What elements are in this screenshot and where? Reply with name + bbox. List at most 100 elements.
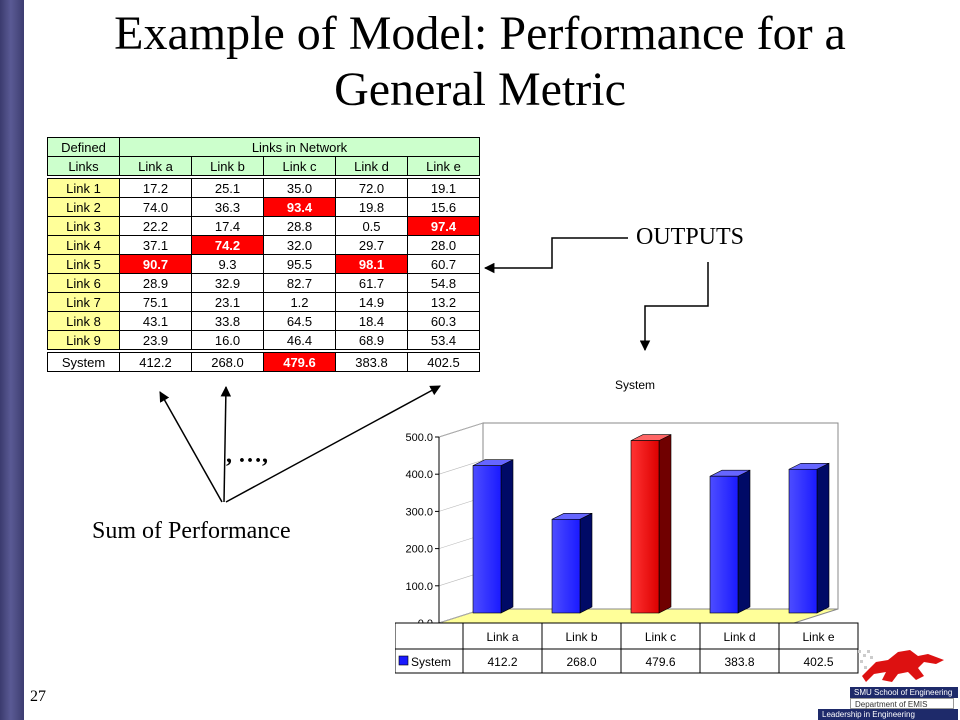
- y-tick-label: 100.0: [405, 581, 433, 593]
- column-header: Link d: [335, 156, 408, 176]
- bar-side: [500, 459, 514, 614]
- y-gridline: [438, 422, 484, 438]
- sum-arrow-right: [225, 385, 441, 503]
- header-links-in-network: Links in Network: [119, 137, 480, 157]
- table-cell: 9.3: [191, 254, 264, 274]
- table-cell: 35.0: [263, 178, 336, 198]
- data-label: 268.0: [566, 655, 596, 669]
- bar-side: [579, 512, 593, 614]
- table-cell: 32.9: [191, 273, 264, 293]
- table-cell: 1.2: [263, 292, 336, 312]
- sum-of-performance-label: Sum of Performance: [92, 518, 291, 544]
- table-cell: 53.4: [407, 330, 480, 350]
- row-label: Link 1: [47, 178, 120, 198]
- table-cell: 64.5: [263, 311, 336, 331]
- y-gridline: [438, 459, 484, 475]
- table-cell: 17.4: [191, 216, 264, 236]
- outputs-to-chart-arrow: [639, 262, 709, 352]
- performance-table: Defined Links in Network Links Link a Link b…: [47, 137, 480, 372]
- ellipsis-label: , …,: [226, 442, 268, 468]
- row-label: Link 7: [47, 292, 120, 312]
- row-label: Link 6: [47, 273, 120, 293]
- table-cell: 15.6: [407, 197, 480, 217]
- bar-link-d: [709, 475, 739, 614]
- bar-link-a: [472, 465, 502, 614]
- table-cell: 28.0: [407, 235, 480, 255]
- table-cell: 23.1: [191, 292, 264, 312]
- table-cell: 37.1: [119, 235, 192, 255]
- table-cell: 33.8: [191, 311, 264, 331]
- bar-link-b: [551, 519, 581, 614]
- table-cell: 22.2: [119, 216, 192, 236]
- chart-title: System: [615, 378, 655, 392]
- mustang-logo-icon: [858, 650, 944, 682]
- table-cell: 18.4: [335, 311, 408, 331]
- x-tick-label: Link b: [565, 630, 597, 644]
- table-cell: 74.0: [119, 197, 192, 217]
- chart-data-table: [395, 622, 859, 674]
- y-tick-label: 400.0: [405, 469, 433, 481]
- table-cell: 17.2: [119, 178, 192, 198]
- system-cell: 383.8: [335, 352, 408, 372]
- highlighted-cell: 74.2: [191, 235, 264, 255]
- bar-side: [816, 462, 830, 614]
- column-header: Link e: [407, 156, 480, 176]
- x-tick-label: Link c: [645, 630, 676, 644]
- logo-line-1: SMU School of Engineering: [850, 687, 958, 698]
- logo-line-2: Department of EMIS: [850, 698, 954, 709]
- column-header: Link a: [119, 156, 192, 176]
- table-cell: 13.2: [407, 292, 480, 312]
- table-cell: 60.3: [407, 311, 480, 331]
- table-cell: 14.9: [335, 292, 408, 312]
- table-cell: 36.3: [191, 197, 264, 217]
- bar-link-e: [788, 468, 818, 614]
- data-label: 402.5: [803, 655, 833, 669]
- table-row: Link 7 75.1 23.1 1.2 14.9 13.2: [47, 292, 480, 312]
- title-line-1: Example of Model: Performance for a: [114, 7, 846, 60]
- table-cell: 54.8: [407, 273, 480, 293]
- y-tick-label: 500.0: [405, 432, 433, 444]
- highlighted-cell: 479.6: [263, 352, 336, 372]
- table-cell: 43.1: [119, 311, 192, 331]
- legend-swatch: [398, 655, 409, 666]
- column-header: Link b: [191, 156, 264, 176]
- row-label: Link 9: [47, 330, 120, 350]
- system-row-label: System: [47, 352, 120, 372]
- x-tick-label: Link d: [723, 630, 755, 644]
- table-cell: 95.5: [263, 254, 336, 274]
- system-cell: 412.2: [119, 352, 192, 372]
- table-row: Link 4 37.1 74.2 32.0 29.7 28.0: [47, 235, 480, 255]
- table-cell: 68.9: [335, 330, 408, 350]
- slide-sidebar-bar: [0, 0, 24, 720]
- table-cell: 19.8: [335, 197, 408, 217]
- title-line-2: General Metric: [334, 63, 626, 116]
- x-tick-label: Link a: [486, 630, 518, 644]
- table-row: Link 9 23.9 16.0 46.4 68.9 53.4: [47, 330, 480, 350]
- table-cell: 28.9: [119, 273, 192, 293]
- table-cell: 19.1: [407, 178, 480, 198]
- table-header-row: Links Link a Link b Link c Link d Link e: [47, 156, 480, 176]
- data-label: 383.8: [724, 655, 754, 669]
- bar-side: [737, 469, 751, 614]
- system-cell: 402.5: [407, 352, 480, 372]
- header-links: Links: [47, 156, 120, 176]
- bar-link-c: [630, 440, 660, 614]
- column-header: Link c: [263, 156, 336, 176]
- system-cell: 268.0: [191, 352, 264, 372]
- slide-number: 27: [30, 688, 46, 705]
- table-cell: 28.8: [263, 216, 336, 236]
- legend-label: System: [411, 655, 451, 669]
- logo-line-3: Leadership in Engineering: [818, 709, 958, 720]
- row-label: Link 4: [47, 235, 120, 255]
- table-row: Link 1 17.2 25.1 35.0 72.0 19.1: [47, 178, 480, 198]
- data-label: 412.2: [487, 655, 517, 669]
- table-cell: 23.9: [119, 330, 192, 350]
- outputs-to-table-arrow: [483, 237, 628, 274]
- table-row: Link 8 43.1 33.8 64.5 18.4 60.3: [47, 311, 480, 331]
- sum-arrow-left: [159, 391, 223, 503]
- table-cell: 16.0: [191, 330, 264, 350]
- sum-arrow-middle: [220, 385, 232, 503]
- table-cell: 46.4: [263, 330, 336, 350]
- bar-side: [658, 434, 672, 614]
